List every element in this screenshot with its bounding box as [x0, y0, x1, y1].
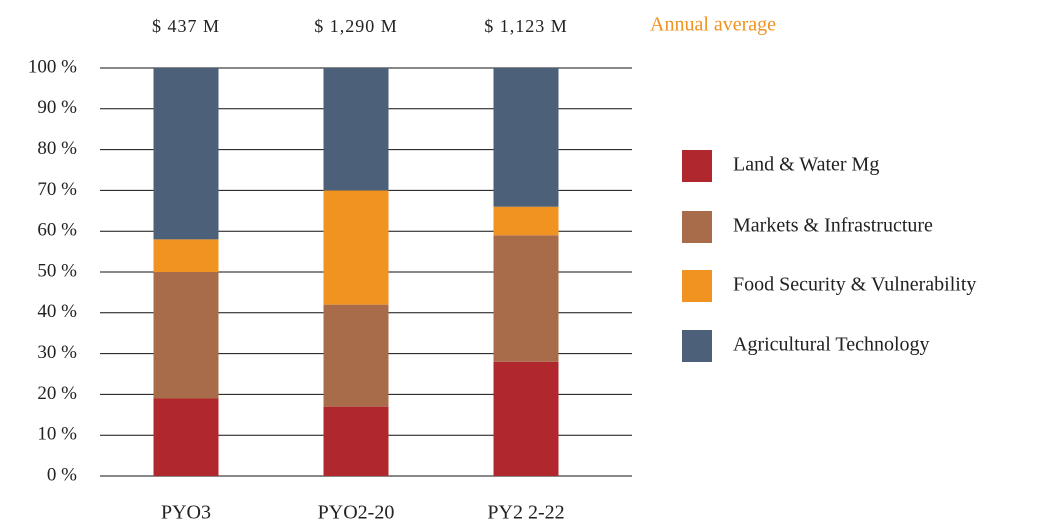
- y-tick-label: 40 %: [37, 301, 77, 322]
- legend-label: Markets & Infrastructure: [733, 215, 933, 237]
- legend-swatch: [682, 330, 712, 362]
- bar-segment: [493, 361, 559, 476]
- legend-swatch: [682, 211, 712, 243]
- bar-segment: [153, 398, 219, 476]
- legend-label: Food Security & Vulnerability: [733, 274, 976, 296]
- annotation: Annual average: [650, 14, 776, 36]
- bar-segment: [153, 272, 219, 399]
- bar-segment: [153, 68, 219, 240]
- x-tick-label: PYO2-20: [318, 502, 395, 524]
- x-tick-label: PY2 2-22: [487, 502, 564, 524]
- bar-segment: [323, 68, 389, 191]
- y-tick-label: 30 %: [37, 342, 77, 363]
- bar-segment: [323, 190, 389, 305]
- bar-total-label: $ 1,290 M: [314, 16, 398, 36]
- bar-segment: [493, 68, 559, 207]
- legend-swatch: [682, 270, 712, 302]
- bar-segment: [323, 406, 389, 476]
- legend-swatch: [682, 150, 712, 182]
- y-tick-label: 10 %: [37, 424, 77, 445]
- y-tick-label: 80 %: [37, 138, 77, 159]
- bar-segment: [493, 235, 559, 362]
- y-tick-label: 90 %: [37, 97, 77, 118]
- y-tick-label: 0 %: [47, 464, 77, 485]
- bar-segment: [323, 304, 389, 407]
- y-tick-label: 70 %: [37, 179, 77, 200]
- y-tick-label: 60 %: [37, 220, 77, 241]
- bar-total-label: $ 1,123 M: [484, 16, 568, 36]
- y-tick-label: 50 %: [37, 260, 77, 281]
- bar-segment: [493, 206, 559, 236]
- legend-label: Agricultural Technology: [733, 334, 930, 356]
- legend-label: Land & Water Mg: [733, 154, 879, 176]
- x-tick-label: PYO3: [161, 502, 211, 524]
- y-tick-label: 20 %: [37, 383, 77, 404]
- bar-segment: [153, 239, 219, 272]
- bar-total-label: $ 437 M: [152, 16, 220, 36]
- y-tick-label: 100 %: [28, 56, 77, 77]
